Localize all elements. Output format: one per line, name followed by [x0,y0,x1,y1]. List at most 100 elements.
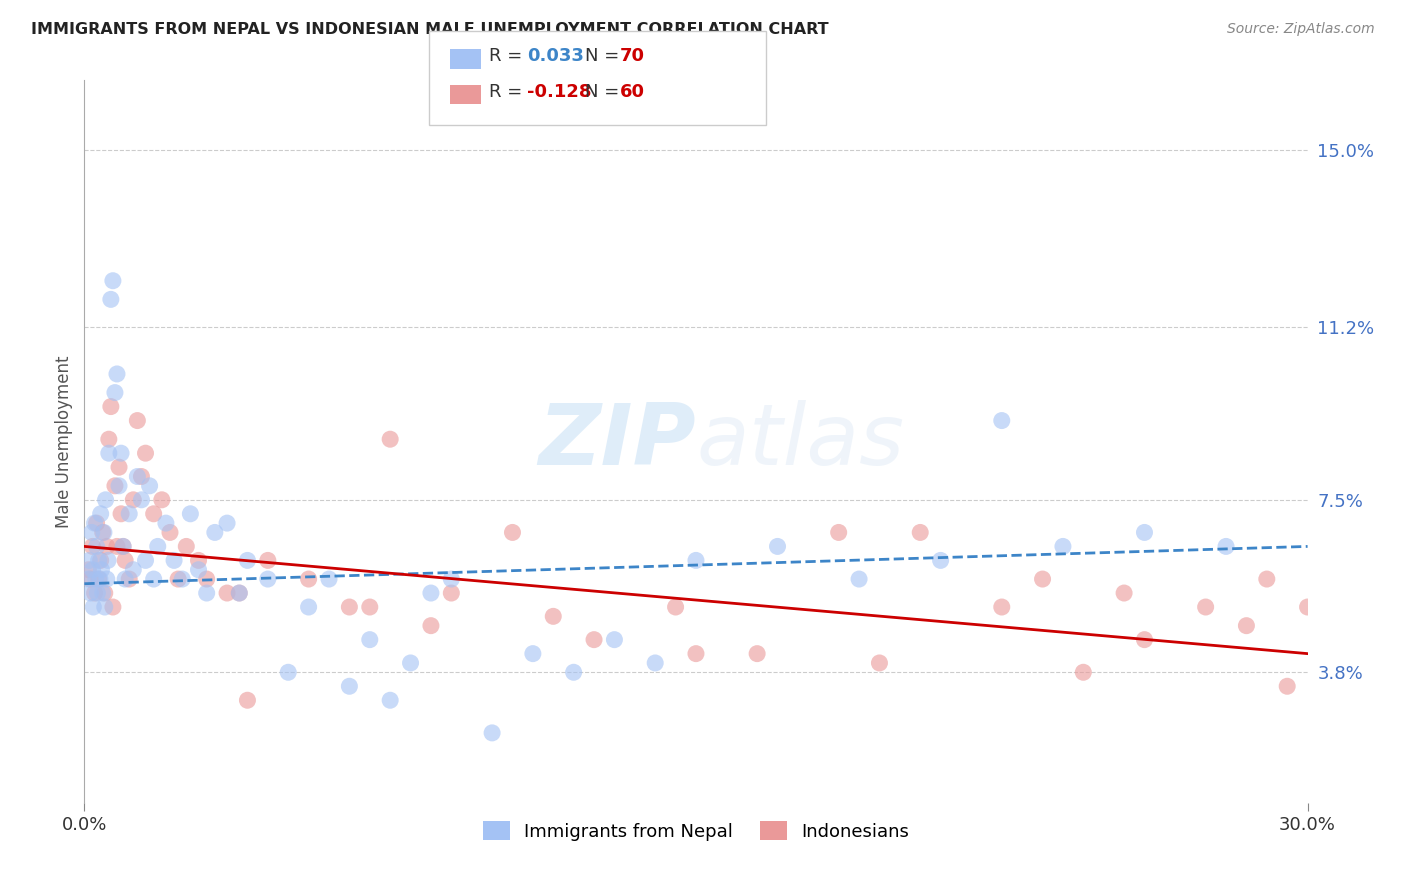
Point [187,553,209,567]
Point [359,632,381,647]
Point [1133,525,1156,540]
Point [991,600,1014,615]
Point [127,413,149,427]
Point [87,553,110,567]
Point [100,293,122,307]
Point [236,553,259,567]
Point [766,540,789,554]
Point [118,507,141,521]
Point [77,563,100,577]
Point [172,572,194,586]
Point [339,600,361,615]
Text: ZIP: ZIP [538,400,696,483]
Point [79,572,101,586]
Point [112,540,135,554]
Point [399,656,422,670]
Point [114,572,136,586]
Point [747,647,769,661]
Point [603,632,626,647]
Point [991,413,1014,427]
Point [583,632,606,647]
Point [1256,572,1278,586]
Point [380,432,402,446]
Point [83,516,105,530]
Point [159,525,181,540]
Point [82,563,104,577]
Point [257,572,280,586]
Point [138,479,160,493]
Point [195,572,218,586]
Point [82,540,104,554]
Point [522,647,544,661]
Point [440,586,463,600]
Point [420,586,443,600]
Point [848,572,870,586]
Text: 70: 70 [620,47,645,65]
Point [155,516,177,530]
Point [440,572,463,586]
Point [89,572,111,586]
Point [135,553,157,567]
Point [167,572,190,586]
Point [101,274,124,288]
Point [82,600,104,615]
Point [1296,600,1319,615]
Point [93,586,115,600]
Point [1032,572,1054,586]
Point [502,525,524,540]
Point [86,540,108,554]
Text: -0.128: -0.128 [527,83,592,101]
Point [257,553,280,567]
Point [110,507,132,521]
Point [91,525,114,540]
Point [910,525,932,540]
Point [174,540,197,554]
Text: Source: ZipAtlas.com: Source: ZipAtlas.com [1227,22,1375,37]
Point [228,586,250,600]
Point [195,586,218,600]
Point [1277,679,1299,693]
Point [204,525,226,540]
Point [86,516,108,530]
Point [869,656,891,670]
Point [122,492,145,507]
Point [91,586,114,600]
Point [1133,632,1156,647]
Point [131,469,153,483]
Point [93,525,115,540]
Text: R =: R = [489,83,529,101]
Point [84,572,107,586]
Point [1073,665,1095,680]
Point [187,563,209,577]
Point [105,367,128,381]
Point [96,572,118,586]
Text: R =: R = [489,47,529,65]
Point [94,492,117,507]
Point [142,507,165,521]
Point [380,693,402,707]
Point [97,432,120,446]
Point [90,563,112,577]
Point [146,540,169,554]
Point [562,665,585,680]
Point [96,540,118,554]
Text: atlas: atlas [696,400,904,483]
Point [1052,540,1074,554]
Point [101,600,124,615]
Point [277,665,299,680]
Point [77,553,100,567]
Point [339,679,361,693]
Point [104,479,127,493]
Point [163,553,186,567]
Point [118,572,141,586]
Point [1114,586,1136,600]
Y-axis label: Male Unemployment: Male Unemployment [55,355,73,528]
Text: 60: 60 [620,83,645,101]
Point [298,572,321,586]
Point [97,553,120,567]
Point [179,507,201,521]
Point [543,609,565,624]
Point [114,553,136,567]
Point [90,553,112,567]
Point [228,586,250,600]
